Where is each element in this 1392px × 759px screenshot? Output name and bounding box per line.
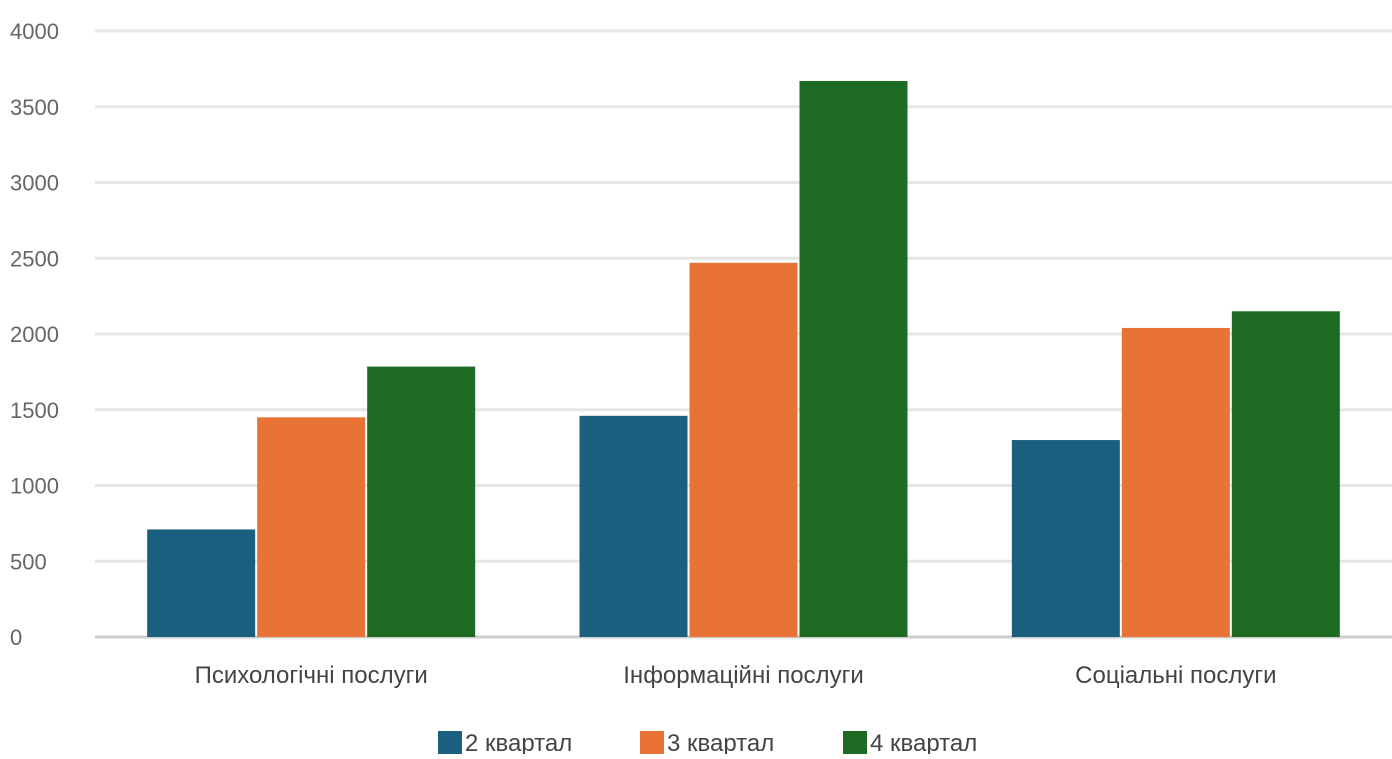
bar-4-kvartal-cat-1: [367, 366, 476, 637]
bar-3-kvartal-cat-3: [1121, 327, 1230, 637]
y-tick-label: 4000: [10, 19, 59, 44]
legend-swatch: [640, 731, 664, 755]
bar-2-kvartal-cat-3: [1011, 440, 1120, 637]
y-tick-label: 500: [10, 549, 47, 574]
x-tick-label: Інформаційні послуги: [623, 662, 863, 689]
x-axis-ticks: Психологічні послуги Інформаційні послуги…: [195, 662, 1277, 689]
legend-label: 4 квартал: [870, 730, 977, 754]
bar-4-kvartal-cat-3: [1231, 311, 1340, 637]
bar-2-kvartal-cat-1: [147, 529, 256, 637]
bar-2-kvartal-cat-2: [579, 415, 688, 637]
bar-3-kvartal-cat-2: [689, 262, 798, 637]
y-tick-label: 3000: [10, 171, 59, 196]
legend-swatch: [843, 731, 867, 755]
y-tick-label: 0: [10, 625, 22, 650]
y-axis-ticks: 0 500 1000 1500 2000 2500 3000 3500 4000: [10, 19, 59, 650]
bar-3-kvartal-cat-1: [257, 417, 366, 637]
y-tick-label: 1500: [10, 398, 59, 423]
legend-swatch: [438, 731, 462, 755]
y-tick-label: 2000: [10, 322, 59, 347]
x-tick-label: Психологічні послуги: [195, 662, 428, 689]
y-tick-label: 2500: [10, 246, 59, 271]
x-tick-label: Соціальні послуги: [1075, 662, 1276, 689]
y-tick-label: 3500: [10, 95, 59, 120]
legend-label: 3 квартал: [667, 730, 774, 754]
legend: 2 квартал 3 квартал 4 квартал: [438, 730, 977, 757]
legend-label: 2 квартал: [465, 730, 572, 754]
bars-layer: [147, 80, 1340, 638]
y-tick-label: 1000: [10, 474, 59, 499]
bar-4-kvartal-cat-2: [799, 80, 908, 638]
